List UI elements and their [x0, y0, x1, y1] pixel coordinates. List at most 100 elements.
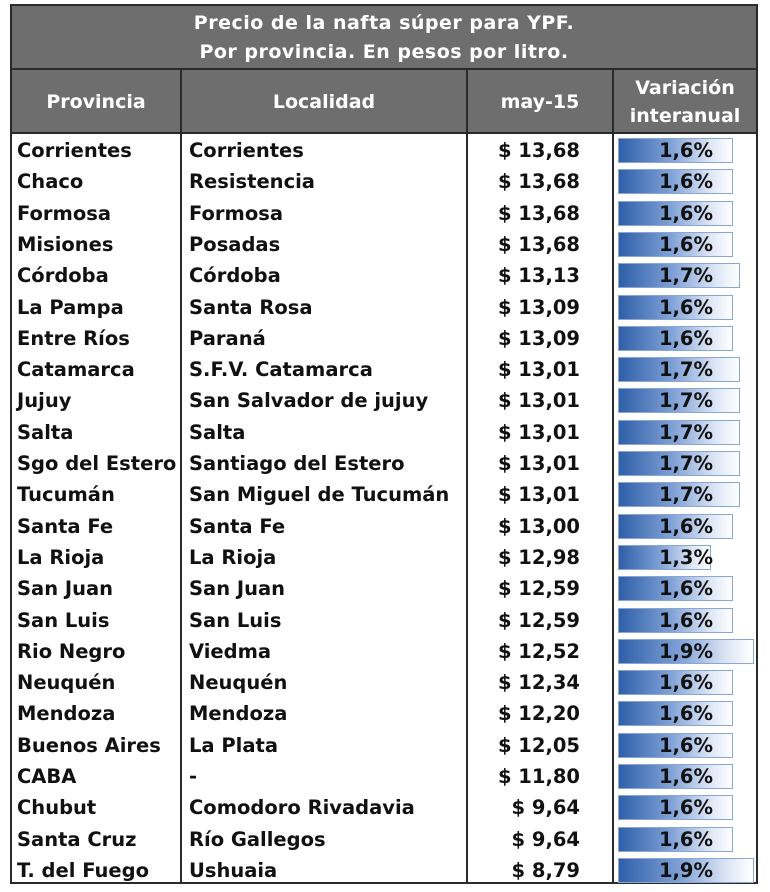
cell-localidad: San Miguel de Tucumán	[189, 483, 450, 507]
table-row: Corrientes Corrientes $ 13,68 1,6%	[12, 135, 756, 166]
variation-bar	[618, 263, 740, 289]
cell-localidad: Resistencia	[189, 170, 315, 194]
cell-localidad: Ushuaia	[189, 858, 278, 882]
cell-localidad: Córdoba	[189, 264, 281, 288]
cell-precio: $ 12,52	[497, 639, 580, 663]
column-divider	[466, 70, 468, 882]
cell-precio: $ 13,01	[497, 420, 580, 444]
cell-variacion: 1,6%	[658, 170, 714, 194]
table-row: San Luis San Luis $ 12,59 1,6%	[12, 605, 756, 636]
cell-localidad: San Juan	[189, 577, 286, 601]
cell-precio: $ 13,68	[497, 170, 580, 194]
cell-localidad: S.F.V. Catamarca	[189, 358, 373, 382]
cell-provincia: Rio Negro	[17, 639, 126, 663]
cell-provincia: Chaco	[17, 170, 84, 194]
table-row: Misiones Posadas $ 13,68 1,6%	[12, 229, 756, 260]
cell-precio: $ 13,09	[497, 326, 580, 350]
header-variacion: Variación interanual	[614, 70, 756, 134]
cell-provincia: CABA	[17, 765, 77, 788]
cell-precio: $ 9,64	[511, 796, 580, 820]
variation-bar	[618, 670, 733, 696]
variation-bar	[618, 638, 754, 664]
variation-bar	[618, 388, 740, 414]
cell-provincia: Tucumán	[17, 483, 115, 507]
header-localidad: Localidad	[272, 91, 376, 113]
cell-variacion: 1,6%	[658, 295, 714, 319]
cell-localidad: La Rioja	[189, 545, 277, 569]
cell-precio: $ 13,09	[497, 295, 580, 319]
cell-provincia: Salta	[17, 420, 74, 444]
cell-localidad: Viedma	[189, 639, 272, 663]
cell-variacion: 1,6%	[658, 232, 714, 256]
table-row: T. del Fuego Ushuaia $ 8,79 1,9%	[12, 855, 756, 886]
variation-bar	[618, 138, 733, 163]
cell-precio: $ 13,01	[497, 483, 580, 507]
cell-precio: $ 11,80	[497, 765, 580, 788]
cell-localidad: Posadas	[189, 232, 281, 256]
cell-precio: $ 12,34	[497, 671, 580, 695]
cell-localidad: Mendoza	[189, 702, 288, 726]
cell-variacion: 1,6%	[658, 608, 714, 632]
table-row: Jujuy San Salvador de jujuy $ 13,01 1,7%	[12, 385, 756, 416]
cell-variacion: 1,7%	[658, 358, 714, 382]
cell-localidad: Comodoro Rivadavia	[189, 796, 415, 820]
cell-variacion: 1,6%	[658, 671, 714, 695]
cell-precio: $ 12,05	[497, 733, 580, 757]
table-row: Entre Ríos Paraná $ 13,09 1,6%	[12, 323, 756, 354]
table-row: Catamarca S.F.V. Catamarca $ 13,01 1,7%	[12, 354, 756, 385]
price-table: Precio de la nafta súper para YPF. Por p…	[10, 4, 758, 884]
cell-provincia: San Luis	[17, 608, 110, 632]
cell-precio: $ 13,68	[497, 232, 580, 256]
cell-localidad: Santa Fe	[189, 514, 286, 538]
table-row: Salta Salta $ 13,01 1,7%	[12, 417, 756, 448]
variation-bar	[618, 795, 733, 821]
cell-variacion: 1,6%	[658, 577, 714, 601]
table-title: Precio de la nafta súper para YPF. Por p…	[12, 6, 756, 70]
variation-bar	[618, 857, 754, 883]
variation-bar	[618, 200, 733, 226]
variation-bar	[618, 357, 740, 383]
cell-localidad: San Salvador de jujuy	[189, 389, 429, 413]
cell-provincia: Jujuy	[17, 389, 72, 413]
table-row: Buenos Aires La Plata $ 12,05 1,6%	[12, 730, 756, 761]
cell-provincia: Santa Fe	[17, 514, 114, 538]
cell-variacion: 1,7%	[658, 264, 714, 288]
cell-provincia: La Rioja	[17, 545, 105, 569]
variation-bar	[618, 826, 733, 852]
table-row: Chaco Resistencia $ 13,68 1,6%	[12, 166, 756, 197]
table-row: Sgo del Estero Santiago del Estero $ 13,01…	[12, 448, 756, 479]
cell-localidad: La Plata	[189, 733, 278, 757]
cell-precio: $ 13,68	[497, 201, 580, 225]
column-divider	[180, 70, 182, 882]
cell-variacion: 1,6%	[658, 139, 714, 162]
table-row: San Juan San Juan $ 12,59 1,6%	[12, 573, 756, 604]
cell-precio: $ 8,79	[511, 858, 580, 882]
table-row: Formosa Formosa $ 13,68 1,6%	[12, 198, 756, 229]
variation-bar	[618, 701, 733, 727]
cell-localidad: San Luis	[189, 608, 282, 632]
cell-variacion: 1,7%	[658, 452, 714, 475]
cell-localidad: Corrientes	[189, 139, 304, 162]
table-row: Santa Cruz Río Gallegos $ 9,64 1,6%	[12, 824, 756, 855]
cell-provincia: Neuquén	[17, 671, 116, 695]
cell-variacion: 1,6%	[658, 765, 714, 788]
variation-bar	[618, 764, 733, 789]
header-provincia: Provincia	[46, 91, 146, 113]
cell-precio: $ 13,00	[497, 514, 580, 538]
cell-variacion: 1,6%	[658, 702, 714, 726]
variation-bar	[618, 169, 733, 195]
title-line-1: Precio de la nafta súper para YPF.	[193, 12, 575, 34]
cell-provincia: Misiones	[17, 232, 114, 256]
cell-variacion: 1,7%	[658, 483, 714, 507]
cell-precio: $ 13,01	[497, 452, 580, 475]
table-row: Santa Fe Santa Fe $ 13,00 1,6%	[12, 511, 756, 542]
cell-variacion: 1,6%	[658, 201, 714, 225]
table-row: Córdoba Córdoba $ 13,13 1,7%	[12, 260, 756, 291]
header-variacion-line-2: interanual	[629, 105, 741, 127]
cell-variacion: 1,9%	[658, 639, 714, 663]
cell-variacion: 1,7%	[658, 420, 714, 444]
cell-provincia: Formosa	[17, 201, 112, 225]
cell-variacion: 1,6%	[658, 796, 714, 820]
cell-localidad: Formosa	[189, 201, 284, 225]
header-fecha: may-15	[500, 91, 580, 113]
